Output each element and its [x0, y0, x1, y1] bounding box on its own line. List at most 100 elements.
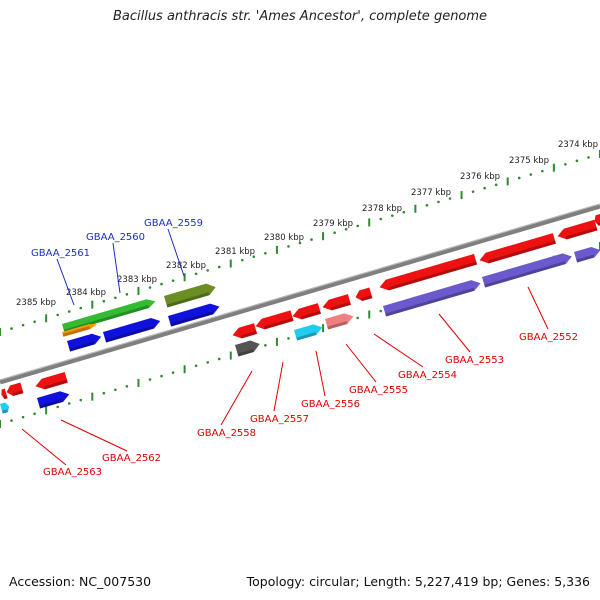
gene-GBAA-2552-body: [479, 233, 556, 264]
kbp-label: 2381 kbp: [215, 247, 255, 257]
tick-dot: [148, 286, 152, 289]
tick-dot: [217, 357, 221, 361]
genome-title: Bacillus anthracis str. 'Ames Ancestor',…: [112, 9, 488, 24]
leader-line: [112, 242, 121, 294]
gene-red-right-shade: [565, 227, 598, 240]
gene-red-left: [1, 388, 8, 400]
kbp-label: 2375 kbp: [509, 156, 549, 166]
tick-dot: [67, 310, 71, 313]
gene-gray-body: [235, 340, 260, 357]
gene-red-edge-body: [594, 213, 600, 226]
gene-label-reverse: GBAA_2554: [398, 370, 457, 381]
gene-GBAA-2554-body: [355, 287, 373, 302]
kbp-label: 2376 kbp: [460, 172, 500, 182]
tick-dot: [114, 388, 117, 392]
gene-red-left-shade: [3, 395, 8, 400]
gene-red-right: [557, 219, 598, 240]
backbone-line: [0, 203, 600, 385]
tick-dot: [171, 371, 175, 374]
tick-dot: [21, 415, 25, 419]
tick-dot: [402, 210, 406, 214]
tick-dot: [206, 269, 209, 272]
tick-dot: [241, 258, 244, 262]
leader-line: [527, 286, 549, 330]
tick-dot: [587, 156, 590, 159]
gene-GBAA-2560-body: [103, 317, 161, 343]
tick-dot: [10, 419, 13, 422]
tick-dot: [437, 200, 440, 204]
tick-dot: [194, 364, 198, 368]
tick-dot: [448, 197, 452, 200]
tick-dot: [160, 282, 163, 286]
kbp-label: 2377 kbp: [411, 188, 451, 198]
gene-label-reverse: GBAA_2558: [197, 428, 256, 439]
gene-purple-2-shade: [484, 261, 566, 288]
tick-dot: [333, 231, 336, 235]
leader-line: [373, 333, 424, 368]
tick-dot: [541, 169, 544, 173]
gene-purple-2-body: [482, 253, 572, 288]
tick-dot: [56, 313, 59, 317]
kbp-label: 2385 kbp: [16, 298, 56, 308]
gene-GBAA-2553-body: [379, 253, 478, 291]
gene-GBAA-2558: [232, 323, 258, 339]
tick-dot: [575, 159, 579, 163]
tick-dot: [356, 316, 359, 320]
tick-dot: [102, 391, 106, 395]
tick-dot: [564, 162, 567, 166]
kbp-label: 2382 kbp: [166, 261, 206, 271]
gene-GBAA-2561b: [62, 324, 98, 337]
gene-GBAA-2558-shade: [240, 330, 258, 339]
tick-dot: [379, 217, 383, 221]
kbp-label: 2384 kbp: [66, 288, 106, 298]
gene-purple-2: [482, 253, 572, 288]
tick-dot: [425, 204, 429, 207]
leader-line: [21, 428, 67, 466]
tick-dot: [206, 361, 209, 364]
gene-red-edge-shade: [597, 221, 600, 226]
gene-red-right-body: [557, 219, 598, 240]
tick-dot: [517, 176, 521, 180]
backbone-highlight: [0, 203, 600, 381]
gene-red-left-body: [1, 388, 8, 400]
gene-GBAA-2553-shade: [387, 261, 478, 291]
tick-dot: [310, 238, 313, 241]
gene-cyan-left-body: [0, 402, 10, 414]
gene-GBAA-2555: [322, 294, 351, 311]
gene-GBAA-2560-shade: [105, 325, 155, 343]
gene-purple-3-shade: [576, 254, 595, 263]
gene-pink-body: [325, 313, 354, 330]
gene-cyan-shade: [296, 332, 317, 341]
kbp-label: 2383 kbp: [117, 275, 157, 285]
tick-dot: [33, 412, 36, 416]
gene-blue-3: [168, 303, 220, 327]
tick-dot: [494, 183, 498, 187]
tick-dot: [148, 378, 152, 381]
gene-GBAA-2561b-body: [62, 324, 98, 337]
tick-dot: [21, 323, 25, 327]
genome-summary-text: Topology: circular; Length: 5,227,419 bp…: [246, 574, 590, 589]
leader-line: [220, 370, 253, 426]
gene-purple-3: [574, 246, 600, 263]
gene-GBAA-2563-shade: [12, 390, 24, 397]
tick-dot: [79, 398, 83, 402]
gene-GBAA-2562-blue: [37, 391, 70, 409]
kbp-label: 2380 kbp: [264, 233, 304, 243]
leader-line: [315, 350, 326, 397]
gene-GBAA-2562-shade: [43, 379, 68, 390]
kbp-label: 2374 kbp: [558, 140, 598, 150]
tick-dot: [379, 309, 383, 313]
tick-dot: [344, 228, 348, 231]
leader-line: [60, 419, 128, 452]
gene-red-edge: [594, 213, 600, 226]
tick-dot: [33, 320, 36, 324]
leader-line: [167, 228, 185, 277]
gene-gray: [235, 340, 260, 357]
tick-dot: [483, 186, 486, 190]
gene-cyan: [294, 324, 323, 341]
gene-label-reverse: GBAA_2562: [102, 453, 161, 464]
tick-dot: [287, 337, 290, 340]
gene-GBAA-2554-shade: [361, 295, 373, 302]
gene-purple-1: [383, 280, 481, 317]
kbp-label: 2378 kbp: [362, 204, 402, 214]
